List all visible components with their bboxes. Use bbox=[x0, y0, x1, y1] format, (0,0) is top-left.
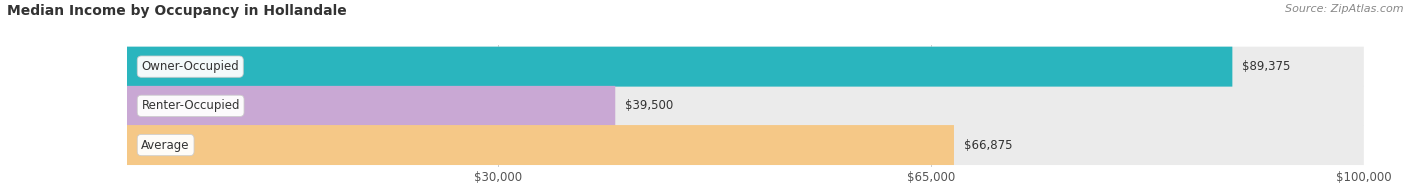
Text: Renter-Occupied: Renter-Occupied bbox=[142, 99, 240, 112]
FancyBboxPatch shape bbox=[127, 86, 616, 126]
Text: Source: ZipAtlas.com: Source: ZipAtlas.com bbox=[1285, 4, 1403, 14]
FancyBboxPatch shape bbox=[127, 125, 955, 165]
Text: Median Income by Occupancy in Hollandale: Median Income by Occupancy in Hollandale bbox=[7, 4, 347, 18]
Text: Average: Average bbox=[142, 139, 190, 152]
FancyBboxPatch shape bbox=[127, 125, 1364, 165]
Text: $66,875: $66,875 bbox=[965, 139, 1012, 152]
Text: Owner-Occupied: Owner-Occupied bbox=[142, 60, 239, 73]
FancyBboxPatch shape bbox=[127, 47, 1364, 87]
FancyBboxPatch shape bbox=[127, 47, 1233, 87]
Text: $89,375: $89,375 bbox=[1243, 60, 1291, 73]
Text: $39,500: $39,500 bbox=[626, 99, 673, 112]
FancyBboxPatch shape bbox=[127, 86, 1364, 126]
